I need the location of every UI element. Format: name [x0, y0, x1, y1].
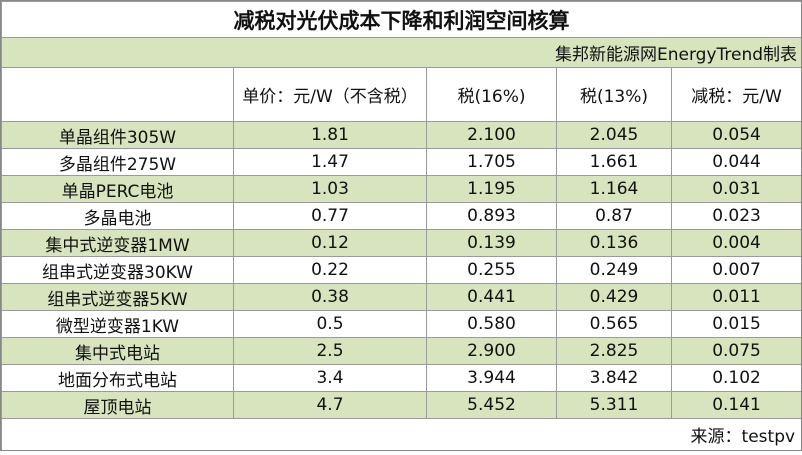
row-label: 屋顶电站: [1, 391, 234, 419]
table-row: 集中式电站 2.5 2.900 2.825 0.075: [1, 337, 801, 365]
table-row: 单晶组件305W 1.81 2.100 2.045 0.054: [1, 121, 801, 149]
subtitle-row: 集邦新能源网EnergyTrend制表: [1, 37, 801, 68]
cell: 0.023: [670, 202, 801, 230]
cell: 0.007: [670, 256, 801, 284]
cell: 0.015: [670, 310, 801, 338]
row-label: 微型逆变器1KW: [1, 310, 234, 338]
table-row: 单晶PERC电池 1.03 1.195 1.164 0.031: [1, 175, 801, 203]
title: 减税对光伏成本下降和利润空间核算: [1, 1, 801, 38]
cell: 0.38: [233, 283, 427, 311]
cell: 3.944: [426, 364, 557, 392]
header-row: 单价：元/W（不含税） 税(16%) 税(13%) 减税：元/W: [1, 67, 801, 122]
row-label: 集中式逆变器1MW: [1, 229, 234, 257]
cell: 0.011: [670, 283, 801, 311]
table-row: 多晶组件275W 1.47 1.705 1.661 0.044: [1, 148, 801, 176]
row-label: 单晶PERC电池: [1, 175, 234, 203]
cell: 0.87: [556, 202, 672, 230]
row-label: 地面分布式电站: [1, 364, 234, 392]
cell: 4.7: [233, 391, 427, 419]
cell: 2.100: [426, 121, 557, 149]
cell: 0.102: [670, 364, 801, 392]
source: 来源：testpv: [1, 418, 801, 450]
cell: 0.141: [670, 391, 801, 419]
row-label: 单晶组件305W: [1, 121, 234, 149]
cell: 0.255: [426, 256, 557, 284]
cell: 1.03: [233, 175, 427, 203]
cell: 0.441: [426, 283, 557, 311]
cell: 0.12: [233, 229, 427, 257]
cell: 2.825: [556, 337, 672, 365]
cell: 1.164: [556, 175, 672, 203]
row-label: 多晶组件275W: [1, 148, 234, 176]
cell: 2.045: [556, 121, 672, 149]
cell: 1.195: [426, 175, 557, 203]
column-header: 税(13%): [556, 67, 672, 122]
cell: 0.044: [670, 148, 801, 176]
cell: 0.249: [556, 256, 672, 284]
cell: 0.139: [426, 229, 557, 257]
cell: 2.5: [233, 337, 427, 365]
table-row: 多晶电池 0.77 0.893 0.87 0.023: [1, 202, 801, 230]
cell: 1.705: [426, 148, 557, 176]
column-header: [1, 67, 234, 122]
cell: 0.22: [233, 256, 427, 284]
cell: 0.5: [233, 310, 427, 338]
table-row: 组串式逆变器30KW 0.22 0.255 0.249 0.007: [1, 256, 801, 284]
cell: 0.031: [670, 175, 801, 203]
cell: 0.054: [670, 121, 801, 149]
source-row: 来源：testpv: [1, 418, 801, 450]
table-row: 地面分布式电站 3.4 3.944 3.842 0.102: [1, 364, 801, 392]
cell: 1.661: [556, 148, 672, 176]
table-row: 组串式逆变器5KW 0.38 0.441 0.429 0.011: [1, 283, 801, 311]
cell: 0.580: [426, 310, 557, 338]
row-label: 组串式逆变器30KW: [1, 256, 234, 284]
cell: 0.893: [426, 202, 557, 230]
cell: 2.900: [426, 337, 557, 365]
cell: 1.81: [233, 121, 427, 149]
subtitle: 集邦新能源网EnergyTrend制表: [1, 37, 801, 68]
cell: 0.77: [233, 202, 427, 230]
row-label: 组串式逆变器5KW: [1, 283, 234, 311]
cell: 3.4: [233, 364, 427, 392]
cell: 0.565: [556, 310, 672, 338]
table-row: 微型逆变器1KW 0.5 0.580 0.565 0.015: [1, 310, 801, 338]
table-row: 屋顶电站 4.7 5.452 5.311 0.141: [1, 391, 801, 419]
column-header: 减税：元/W: [670, 67, 801, 122]
cell: 3.842: [556, 364, 672, 392]
cell: 0.429: [556, 283, 672, 311]
cell: 0.075: [670, 337, 801, 365]
title-row: 减税对光伏成本下降和利润空间核算: [1, 1, 801, 38]
cell: 1.47: [233, 148, 427, 176]
row-label: 多晶电池: [1, 202, 234, 230]
row-label: 集中式电站: [1, 337, 234, 365]
cell: 0.004: [670, 229, 801, 257]
cell: 0.136: [556, 229, 672, 257]
cell: 5.311: [556, 391, 672, 419]
column-header: 税(16%): [426, 67, 557, 122]
column-header: 单价：元/W（不含税）: [233, 67, 427, 122]
table-row: 集中式逆变器1MW 0.12 0.139 0.136 0.004: [1, 229, 801, 257]
cell: 5.452: [426, 391, 557, 419]
